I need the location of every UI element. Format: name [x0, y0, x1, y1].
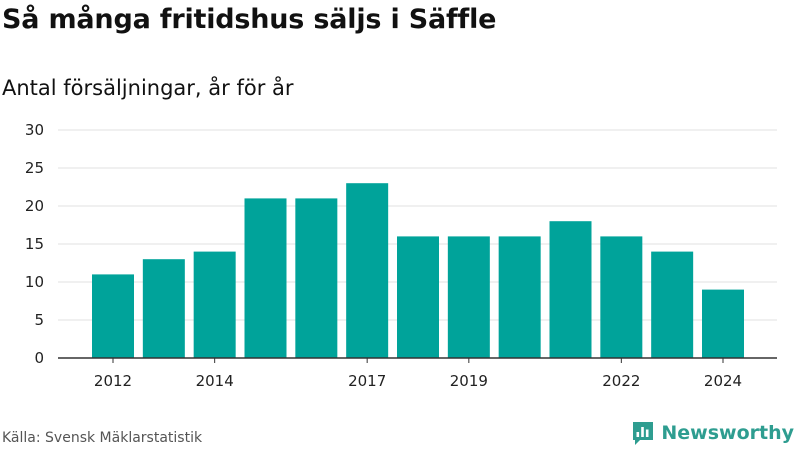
y-tick-label: 5 [34, 311, 44, 329]
bar-2023 [651, 251, 694, 358]
chart-subtitle: Antal försäljningar, år för år [2, 76, 294, 100]
y-tick-label: 30 [25, 121, 44, 139]
x-tick-label: 2017 [348, 372, 386, 390]
x-tick-label: 2014 [196, 372, 234, 390]
bar-2015 [244, 198, 287, 358]
y-tick-label: 15 [25, 235, 44, 253]
bar-chart: 0 5 10 15 20 25 30 2012 2014 2017 2019 2022 2024 [25, 121, 777, 390]
bar-2021 [549, 221, 592, 358]
x-tick-label: 2022 [602, 372, 640, 390]
brand-name: Newsworthy [661, 422, 794, 444]
brand-logo: Newsworthy [631, 420, 794, 446]
bar-2018 [397, 236, 439, 358]
x-axis-ticks: 2012 2014 2017 2019 2022 2024 [94, 358, 742, 390]
y-tick-label: 0 [34, 349, 44, 367]
source-note: Källa: Svensk Mäklarstatistik [2, 430, 203, 446]
bar-2024 [702, 289, 744, 358]
bar-2014 [193, 251, 236, 358]
bar-chart-speech-bubble-icon [633, 422, 654, 445]
bar-2020 [498, 236, 541, 358]
y-axis-ticks: 0 5 10 15 20 25 30 [25, 121, 44, 367]
x-tick-label: 2019 [450, 372, 488, 390]
bar-2013 [142, 259, 185, 358]
bar-2016 [295, 198, 338, 358]
bar-2022 [600, 236, 643, 358]
chart-title: Så många fritidshus säljs i Säffle [2, 4, 497, 35]
y-tick-label: 10 [25, 273, 44, 291]
y-tick-label: 20 [25, 197, 44, 215]
bar-2017 [346, 183, 389, 358]
x-tick-label: 2024 [704, 372, 742, 390]
x-tick-label: 2012 [94, 372, 132, 390]
bar-2019 [447, 236, 490, 358]
bars [92, 183, 744, 358]
y-tick-label: 25 [25, 159, 44, 177]
bar-2012 [92, 274, 134, 358]
